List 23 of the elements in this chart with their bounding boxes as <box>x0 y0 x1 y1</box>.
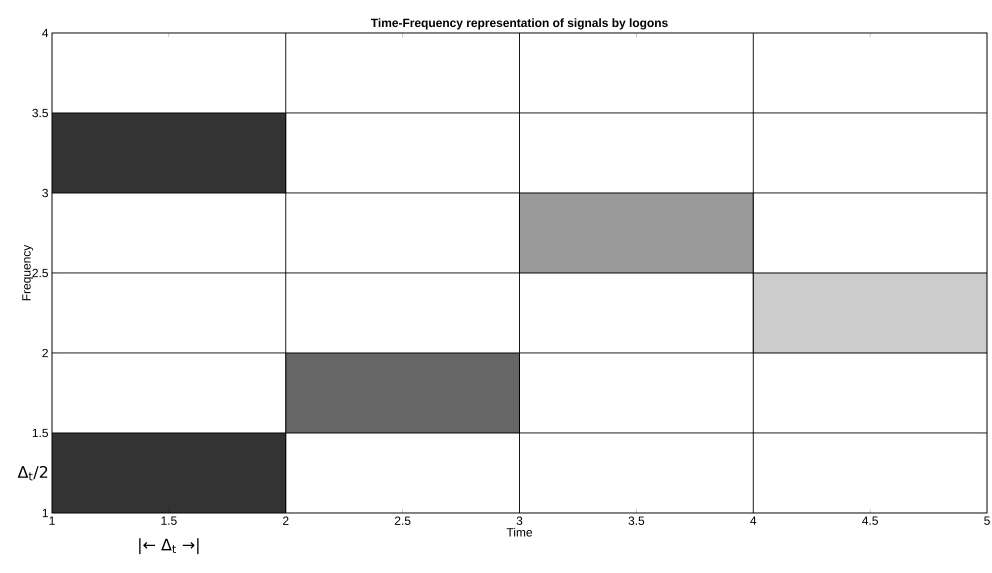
y-tick-label: 1.5 <box>32 428 48 438</box>
x-tick-label: 2.5 <box>394 516 410 525</box>
x-axis-title: Time <box>506 528 532 537</box>
bar <box>519 192 754 274</box>
x-tick-label: 1 <box>50 516 55 525</box>
y-tick-label: 3 <box>42 188 48 198</box>
x-tick-label: 5 <box>984 516 990 525</box>
x-tick-label: 3 <box>516 516 522 525</box>
x-tick-label: 3.5 <box>628 516 644 525</box>
chart-title: Time-Frequency representation of signals by logons <box>370 18 668 30</box>
y-tick-label: 2.5 <box>32 268 48 278</box>
x-tick-label: 4 <box>750 516 756 525</box>
y-tick-label: 1 <box>42 508 48 518</box>
bar <box>285 352 520 434</box>
y-tick-label: 3.5 <box>32 108 48 118</box>
text: |← Δ$_{t}$ →| <box>139 538 199 554</box>
y-tick-label: 4 <box>42 28 48 38</box>
x-tick-label: 4.5 <box>862 516 878 525</box>
x-tick-label: 2 <box>283 516 288 525</box>
x-tick-label: 1.5 <box>161 516 177 525</box>
y-tick-label: 2 <box>42 348 48 358</box>
text: Δ$_{t}$/2 <box>18 466 48 480</box>
y-axis-title: Frequency <box>22 244 34 300</box>
